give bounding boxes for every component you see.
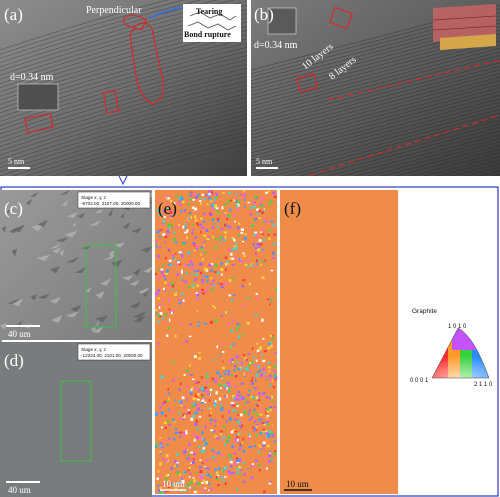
panel-b-red-outlines	[295, 6, 353, 93]
legend-phase-label: Graphite	[412, 308, 437, 315]
panel-a-red-outlines	[24, 14, 165, 134]
panel-a-bond-label: Bond rupture	[184, 30, 231, 39]
panel-e-scale-label: 10 um	[162, 479, 185, 489]
ipf-triangle-outline	[431, 327, 490, 379]
panel-b-spacing-label: d=0.34 nm	[254, 40, 298, 51]
panel-c-label: (c)	[4, 199, 23, 218]
panel-a-tearing-label: Tearing	[196, 7, 222, 16]
panel-d-stage-value: -12224.00, 2101.00, 20000.00	[81, 353, 143, 358]
frame-outline	[0, 186, 499, 497]
panel-a-perpendicular-label: Perpendicular	[86, 5, 142, 16]
panel-f-label: (f)	[284, 199, 301, 218]
panel-f-image	[280, 190, 398, 494]
legend-pole-top: 1 0 1 0	[448, 324, 467, 330]
panel-c-scale-label: 40 um	[8, 329, 31, 339]
panel-a-atom-chain-icon	[187, 11, 237, 31]
legend-pole-left: 0 0 0 1	[410, 378, 429, 384]
panel-b-inset-lattice	[267, 7, 297, 35]
panel-a-inset-structure	[183, 4, 241, 42]
panel-d-image	[0, 342, 152, 497]
panel-a-scale-label: 5 nm	[8, 157, 25, 166]
panel-b-inset-layers-icon	[432, 4, 497, 50]
ipf-triangle-icon	[432, 328, 489, 378]
panel-a-inset-lattice	[17, 83, 59, 111]
panel-c-selection-box	[85, 244, 117, 328]
panel-a: Tearing Bond rupture Perpendicular d=0.3…	[0, 0, 247, 176]
ipf-legend: Graphite 1 0 1 0 0 0 0 1 2 1 1 0	[410, 308, 493, 388]
panel-b-label: (b)	[254, 5, 274, 24]
panel-f-scale-label: 10 um	[286, 479, 309, 489]
panel-b: (b) d=0.34 nm 10 layers 8 layers 5 nm	[251, 0, 500, 176]
panel-c-stage-title: Stage x, y, z	[81, 195, 107, 200]
panel-e-image	[155, 190, 277, 494]
connector-icon	[118, 175, 128, 186]
panel-d-stage-title: Stage x, y, z	[81, 347, 107, 352]
panel-c-stage-box	[77, 191, 151, 209]
panel-d: Stage x, y, z -12224.00, 2101.00, 20000.…	[0, 342, 152, 497]
panel-a-label: (a)	[4, 5, 23, 24]
legend-pole-right: 2 1 1 0	[474, 382, 493, 388]
panel-c: Stage x, y, z -9702.00, 2107.00, 20000.0…	[0, 190, 152, 340]
panel-b-scale-label: 5 nm	[256, 157, 273, 166]
panel-d-selection-box	[60, 380, 92, 462]
panel-c-stage-value: -9702.00, 2107.00, 20000.00	[81, 201, 140, 206]
panel-d-label: (d)	[4, 351, 24, 370]
panel-c-image	[0, 190, 152, 340]
panel-d-stage-box	[77, 343, 151, 361]
panel-e-label: (e)	[158, 199, 177, 218]
panel-d-scale-label: 40 um	[8, 485, 31, 495]
panel-f: (f) 10 um	[280, 190, 398, 494]
panel-b-layer-dashes	[309, 59, 500, 176]
panel-b-lattice-fringes	[251, 4, 500, 176]
panel-a-spacing-label: d=0.34 nm	[10, 72, 54, 83]
panel-e: (e) 10 um	[155, 190, 278, 494]
